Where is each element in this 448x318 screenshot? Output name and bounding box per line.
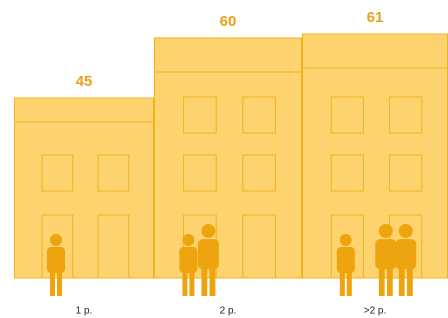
person-leg	[189, 270, 194, 296]
person-leg	[399, 266, 405, 296]
building	[15, 98, 154, 278]
person-head	[201, 224, 215, 238]
person-leg	[387, 266, 393, 296]
person-leg	[347, 270, 352, 296]
person-body	[395, 239, 416, 269]
person-leg	[57, 270, 62, 296]
person-head	[182, 234, 194, 246]
category-label: 1 p.	[76, 306, 93, 317]
person-leg	[379, 266, 385, 296]
value-label: 61	[367, 9, 384, 26]
person-head	[50, 234, 62, 246]
category-label: >2 p.	[364, 306, 387, 317]
person-body	[375, 239, 396, 269]
person-leg	[50, 270, 55, 296]
person-body	[198, 239, 219, 269]
building	[155, 38, 302, 278]
person-head	[379, 224, 393, 238]
person-head	[399, 224, 413, 238]
value-label: 45	[76, 73, 93, 90]
building	[303, 34, 448, 278]
person-leg	[182, 270, 187, 296]
person-body	[337, 247, 355, 273]
person-leg	[210, 266, 216, 296]
person-head	[340, 234, 352, 246]
page: {"chart_data": {"type": "bar", "categori…	[0, 0, 448, 318]
person-leg	[201, 266, 207, 296]
category-label: 2 p.	[220, 306, 237, 317]
value-label: 60	[220, 13, 237, 30]
person-leg	[340, 270, 345, 296]
person-body	[179, 247, 197, 273]
person-leg	[407, 266, 413, 296]
chart: 45 1 p. 60 2 p. 61 >2 p.	[0, 0, 448, 318]
person-body	[47, 247, 65, 273]
